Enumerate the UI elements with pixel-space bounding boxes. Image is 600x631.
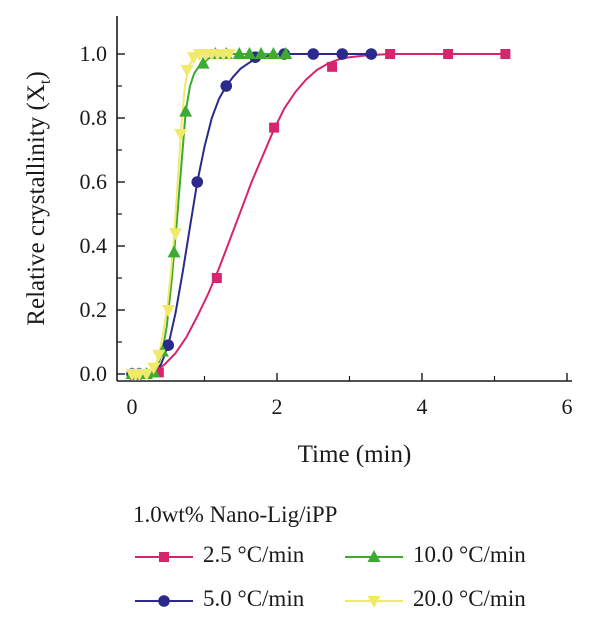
legend-entry-series-1: 5.0 °C/min (133, 584, 343, 618)
crystallinity-chart: 0 2 4 6 0.0 0.2 0.4 0.6 0.8 1.0 Time (min) Relative… (23, 16, 573, 468)
y-tick-label: 0.8 (80, 105, 108, 130)
data-point-series-3 (222, 49, 236, 61)
series-line-0 (142, 53, 506, 375)
data-point-series-0 (269, 122, 280, 133)
data-point-series-1 (365, 48, 378, 60)
legend-label: 10.0 °C/min (413, 542, 526, 567)
data-point-series-2 (196, 56, 210, 69)
fit-curves (142, 53, 506, 375)
y-tick-label: 0.2 (80, 297, 108, 322)
data-point-series-0 (385, 49, 396, 59)
data-point-series-2 (167, 245, 181, 258)
axes (116, 16, 572, 382)
legend: 1.0wt% Nano-Lig/iPP 2.5 °C/min 10.0 °C/m… (0, 500, 600, 631)
data-point-series-0 (211, 273, 222, 283)
x-tick-label: 2 (272, 394, 283, 419)
data-point-series-3 (174, 129, 188, 141)
x-tick-label: 0 (127, 394, 138, 419)
y-tick-label: 1.0 (80, 41, 108, 66)
data-point-series-0 (443, 49, 454, 59)
data-point-series-1 (307, 48, 320, 60)
legend-marker (159, 552, 169, 562)
legend-entry-series-3: 20.0 °C/min (343, 584, 583, 618)
legend-swatch-triangle-up (345, 550, 403, 562)
legend-marker (367, 550, 381, 562)
legend-swatch-triangle-down (345, 596, 403, 608)
data-point-series-3 (147, 362, 161, 375)
x-tick-label: 4 (417, 394, 428, 419)
legend-marker (367, 596, 381, 608)
data-point-series-3 (140, 369, 153, 381)
data-point-series-3 (161, 305, 175, 317)
data-point-series-1 (191, 176, 204, 188)
data-point-series-1 (162, 339, 175, 352)
data-point-series-2 (254, 47, 268, 59)
data-point-series-3 (152, 349, 166, 362)
x-tick-label: 6 (562, 394, 573, 419)
legend-label: 5.0 °C/min (203, 586, 305, 611)
data-point-series-2 (279, 47, 293, 59)
legend-marker (158, 595, 170, 607)
legend-swatch-square (135, 552, 193, 562)
legend-title: 1.0wt% Nano-Lig/iPP (133, 502, 338, 527)
data-point-series-3 (169, 228, 182, 241)
y-tick-label: 0.6 (80, 169, 108, 194)
axis-labels: 0 2 4 6 0.0 0.2 0.4 0.6 0.8 1.0 Time (min) Relative… (23, 41, 573, 468)
data-point-series-1 (336, 48, 349, 60)
legend-entry-series-0: 2.5 °C/min (133, 540, 343, 574)
data-point-series-0 (500, 49, 511, 59)
data-point-series-2 (232, 47, 246, 59)
y-tick-label: 0.4 (80, 233, 108, 258)
data-point-series-2 (266, 47, 280, 59)
legend-entry-series-2: 10.0 °C/min (343, 540, 583, 574)
legend-label: 2.5 °C/min (203, 542, 305, 567)
data-point-series-0 (327, 61, 338, 72)
data-point-series-1 (220, 80, 233, 92)
x-axis-title: Time (min) (298, 441, 412, 468)
y-axis-title: Relative crystallinity (Xt) (23, 71, 54, 325)
y-tick-label: 0.0 (80, 361, 108, 386)
data-point-series-3 (180, 65, 194, 77)
legend-swatch-circle (135, 595, 193, 607)
data-point-series-2 (242, 47, 256, 59)
data-point-series-0 (153, 367, 164, 378)
legend-label: 20.0 °C/min (413, 586, 526, 611)
data-point-series-2 (179, 104, 193, 117)
data-markers (125, 47, 511, 381)
